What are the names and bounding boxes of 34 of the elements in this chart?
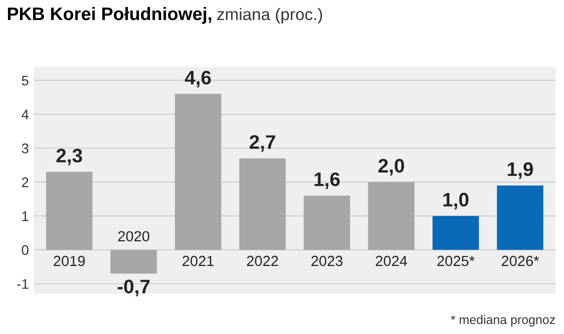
data-label: 2,0 xyxy=(378,158,404,176)
y-tick-label: -1 xyxy=(17,279,28,289)
x-tick-label: 2024 xyxy=(376,256,408,266)
x-tick-label: 2019 xyxy=(54,256,85,266)
y-tick-label: 2 xyxy=(22,177,28,188)
data-label: -0,7 xyxy=(118,280,150,296)
y-tick-label: 1 xyxy=(22,211,28,221)
data-label: 2,3 xyxy=(56,148,82,166)
bar xyxy=(432,216,479,250)
bar xyxy=(46,172,92,250)
chart-title: PKB Korei Południowej, xyxy=(8,6,212,24)
x-tick-label: 2025* xyxy=(437,256,475,266)
data-label: 1,6 xyxy=(314,172,340,190)
bar xyxy=(368,182,414,250)
x-tick-label: 2022 xyxy=(247,256,278,266)
text: * mediana prognoz xyxy=(450,314,555,327)
x-tick-label: 2021 xyxy=(182,256,214,266)
data-label: 2,7 xyxy=(250,135,276,152)
y-tick-label: 3 xyxy=(22,143,28,154)
bar xyxy=(174,94,222,250)
y-tick-label: 5 xyxy=(22,76,28,86)
y-tick-label: 0 xyxy=(22,245,28,256)
x-tick-label: 2023 xyxy=(311,256,342,266)
x-tick-label: 2020 xyxy=(118,231,150,242)
data-label: 4,6 xyxy=(184,70,211,88)
bar xyxy=(304,196,350,250)
data-label: 1,9 xyxy=(508,162,533,179)
bar xyxy=(496,185,544,250)
data-label: 1,0 xyxy=(443,192,468,210)
chart-subtitle: zmiana (proc.) xyxy=(217,8,322,24)
x-tick-label: 2026* xyxy=(502,256,539,266)
bar xyxy=(110,250,157,274)
bar xyxy=(239,158,286,250)
y-tick-label: 4 xyxy=(22,110,29,120)
